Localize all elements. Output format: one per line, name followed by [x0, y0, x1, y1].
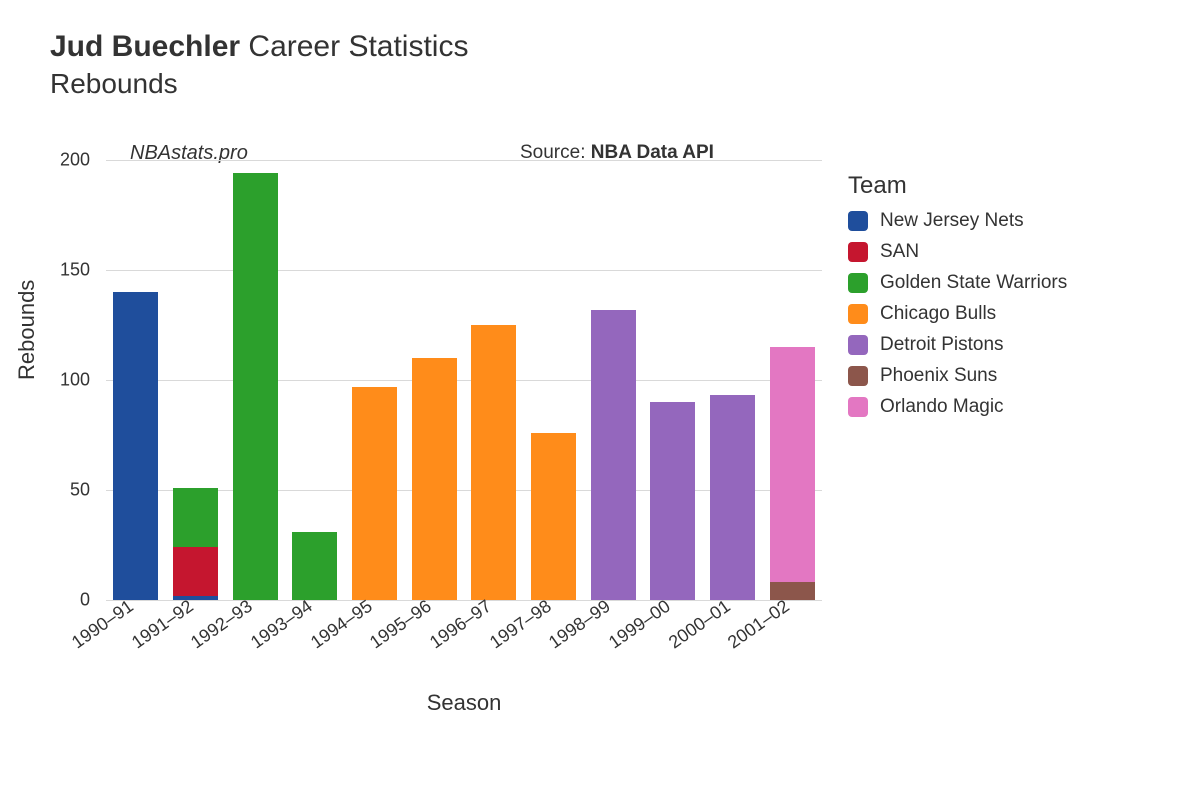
bar-column	[292, 532, 337, 600]
legend: Team New Jersey Nets SAN Golden State Warr…	[848, 172, 1067, 427]
bar-segment	[292, 532, 337, 600]
x-tick: 1992–93	[187, 596, 256, 653]
legend-item: Detroit Pistons	[848, 334, 1067, 356]
bar-column	[650, 402, 695, 600]
bar-column	[591, 310, 636, 600]
legend-item: Golden State Warriors	[848, 272, 1067, 294]
bar-segment	[770, 347, 815, 582]
bar-column	[471, 325, 516, 600]
bar-segment	[113, 292, 158, 600]
x-axis-label: Season	[106, 690, 822, 716]
legend-item: Orlando Magic	[848, 396, 1067, 418]
legend-label: Phoenix Suns	[880, 365, 997, 387]
y-tick: 50	[30, 480, 90, 501]
bar-column	[113, 292, 158, 600]
chart-subtitle: Rebounds	[50, 68, 468, 100]
title-suffix: Career Statistics	[248, 30, 468, 63]
bar-column	[531, 433, 576, 600]
legend-swatch	[848, 335, 868, 355]
legend-swatch	[848, 211, 868, 231]
bar-segment	[233, 173, 278, 600]
bar-segment	[650, 402, 695, 600]
x-tick: 1996–97	[426, 596, 495, 653]
y-tick: 0	[30, 590, 90, 611]
legend-items: New Jersey Nets SAN Golden State Warriors C…	[848, 210, 1067, 418]
legend-swatch	[848, 304, 868, 324]
bar-segment	[471, 325, 516, 600]
legend-item: Chicago Bulls	[848, 303, 1067, 325]
bar-segment	[173, 547, 218, 595]
bar-column	[173, 488, 218, 600]
bar-column	[412, 358, 457, 600]
bar-column	[770, 347, 815, 600]
bar-segment	[352, 387, 397, 600]
bar-column	[233, 173, 278, 600]
legend-label: SAN	[880, 241, 919, 263]
x-tick: 1999–00	[605, 596, 674, 653]
player-name: Jud Buechler	[50, 30, 240, 63]
legend-label: New Jersey Nets	[880, 210, 1024, 232]
y-tick: 200	[30, 150, 90, 171]
plot-area	[106, 160, 822, 600]
x-tick: 2001–02	[724, 596, 793, 653]
x-tick: 1994–95	[307, 596, 376, 653]
x-tick: 1998–99	[545, 596, 614, 653]
legend-label: Golden State Warriors	[880, 272, 1067, 294]
legend-label: Orlando Magic	[880, 396, 1004, 418]
chart-title-block: Jud Buechler Career Statistics Rebounds	[50, 30, 468, 100]
legend-item: New Jersey Nets	[848, 210, 1067, 232]
x-tick: 1991–92	[128, 596, 197, 653]
gridline	[106, 270, 822, 271]
bar-column	[352, 387, 397, 600]
legend-label: Detroit Pistons	[880, 334, 1004, 356]
bar-segment	[591, 310, 636, 600]
x-tick: 1997–98	[486, 596, 555, 653]
bar-segment	[770, 582, 815, 600]
legend-label: Chicago Bulls	[880, 303, 996, 325]
x-tick: 1993–94	[247, 596, 316, 653]
page: Jud Buechler Career Statistics Rebounds …	[0, 0, 1200, 800]
bar-segment	[531, 433, 576, 600]
y-tick: 100	[30, 370, 90, 391]
legend-item: SAN	[848, 241, 1067, 263]
x-tick: 2000–01	[665, 596, 734, 653]
legend-swatch	[848, 366, 868, 386]
legend-swatch	[848, 273, 868, 293]
title-line-1: Jud Buechler Career Statistics	[50, 30, 468, 64]
y-tick: 150	[30, 260, 90, 281]
gridline	[106, 160, 822, 161]
legend-swatch	[848, 242, 868, 262]
x-tick: 1995–96	[366, 596, 435, 653]
bar-column	[710, 395, 755, 600]
bar-segment	[710, 395, 755, 600]
bar-segment	[173, 488, 218, 547]
legend-title: Team	[848, 172, 1067, 200]
gridline	[106, 380, 822, 381]
legend-swatch	[848, 397, 868, 417]
y-axis-label: Rebounds	[14, 280, 40, 380]
bar-segment	[412, 358, 457, 600]
legend-item: Phoenix Suns	[848, 365, 1067, 387]
